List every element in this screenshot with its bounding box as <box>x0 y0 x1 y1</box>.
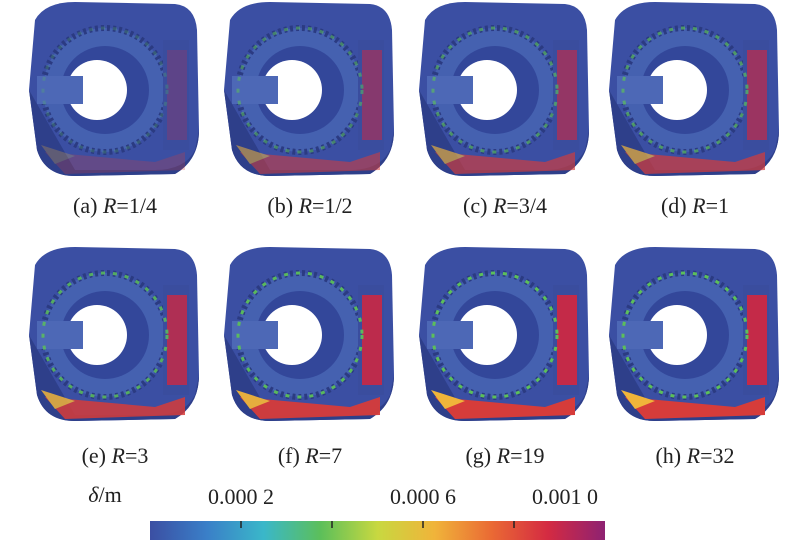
caption-variable: R <box>298 193 313 218</box>
caption: (b) R=1/2 <box>267 193 352 218</box>
caption: (f) R=7 <box>278 443 342 468</box>
caption-value: =1/4 <box>116 193 157 218</box>
caption-variable: R <box>492 193 507 218</box>
colorbar <box>150 521 605 540</box>
caption-value: =1/2 <box>312 193 353 218</box>
caption-letter: (f) <box>278 443 300 468</box>
caption-letter: (h) <box>655 443 681 468</box>
caption: (a) R=1/4 <box>73 193 157 218</box>
caption-letter: (b) <box>267 193 293 218</box>
caption-value: =19 <box>510 443 544 468</box>
caption: (g) R=19 <box>465 443 544 468</box>
caption-value: =3 <box>125 443 148 468</box>
caption: (d) R=1 <box>661 193 729 218</box>
colorbar-tick-label: 0.001 0 <box>532 484 598 509</box>
caption: (h) R=32 <box>655 443 734 468</box>
caption-variable: R <box>304 443 319 468</box>
caption-variable: R <box>102 193 117 218</box>
colorbar-unit: /m <box>99 482 122 507</box>
caption-variable: R <box>686 443 701 468</box>
caption: (c) R=3/4 <box>463 193 547 218</box>
caption-value: =3/4 <box>506 193 547 218</box>
colorbar-tick-label: 0.000 6 <box>390 484 456 509</box>
caption-letter: (c) <box>463 193 487 218</box>
caption: (e) R=3 <box>82 443 149 468</box>
caption-variable: R <box>691 193 706 218</box>
caption-variable: R <box>496 443 511 468</box>
caption-letter: (d) <box>661 193 687 218</box>
colorbar-tick-label: 0.000 2 <box>208 484 274 509</box>
caption-letter: (a) <box>73 193 97 218</box>
caption-letter: (g) <box>465 443 491 468</box>
caption-value: =1 <box>706 193 729 218</box>
caption-letter: (e) <box>82 443 106 468</box>
caption-variable: R <box>111 443 126 468</box>
colorbar-symbol: δ <box>88 482 99 507</box>
caption-value: =32 <box>700 443 734 468</box>
colorbar-label: δ/m <box>88 482 121 507</box>
caption-value: =7 <box>319 443 342 468</box>
